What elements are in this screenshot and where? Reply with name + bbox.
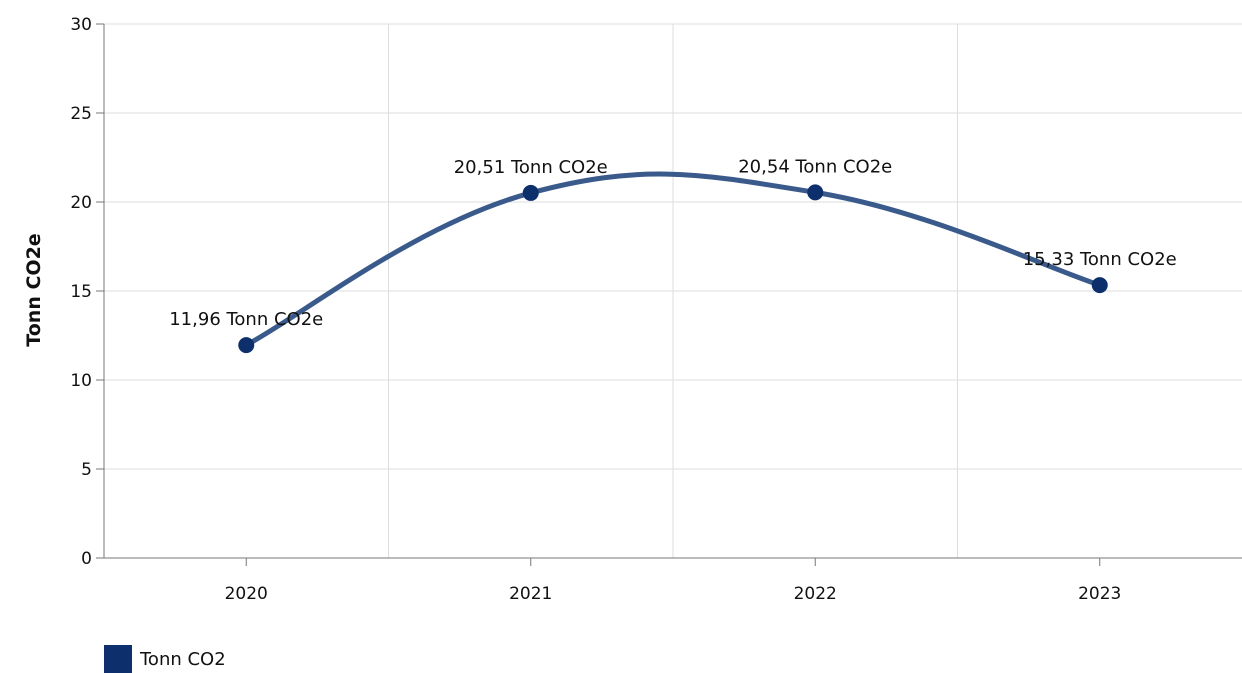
legend[interactable]: Tonn CO2 [104,645,226,673]
data-point[interactable] [807,184,824,201]
x-tick-label: 2021 [509,584,552,604]
data-label: 11,96 Tonn CO2e [169,309,323,330]
grid-lines [104,23,1242,558]
data-label: 20,54 Tonn CO2e [738,156,892,177]
data-point[interactable] [238,337,255,354]
y-axis-ticks: 0 5 10 15 20 25 30 [70,15,104,569]
y-axis-title: Tonn CO2e [23,233,45,346]
x-tick-label: 2022 [794,584,837,604]
y-tick-label: 25 [70,104,92,124]
data-label: 15,33 Tonn CO2e [1023,249,1177,270]
y-tick-label: 15 [70,282,92,302]
y-tick-label: 5 [81,460,92,480]
y-tick-label: 20 [70,193,92,213]
data-label: 20,51 Tonn CO2e [454,157,608,178]
data-point[interactable] [522,184,539,201]
legend-swatch [104,645,132,673]
y-tick-label: 10 [70,371,92,391]
series-group: 11,96 Tonn CO2e 20,51 Tonn CO2e 20,54 Tonn… [169,156,1177,354]
data-point[interactable] [1091,277,1108,294]
y-tick-label: 30 [70,15,92,35]
x-tick-label: 2020 [225,584,268,604]
x-axis-ticks: 2020 2021 2022 2023 [225,558,1121,604]
y-tick-label: 0 [81,549,92,569]
series-line [243,171,1103,348]
x-tick-label: 2023 [1078,584,1121,604]
legend-label: Tonn CO2 [140,648,226,670]
